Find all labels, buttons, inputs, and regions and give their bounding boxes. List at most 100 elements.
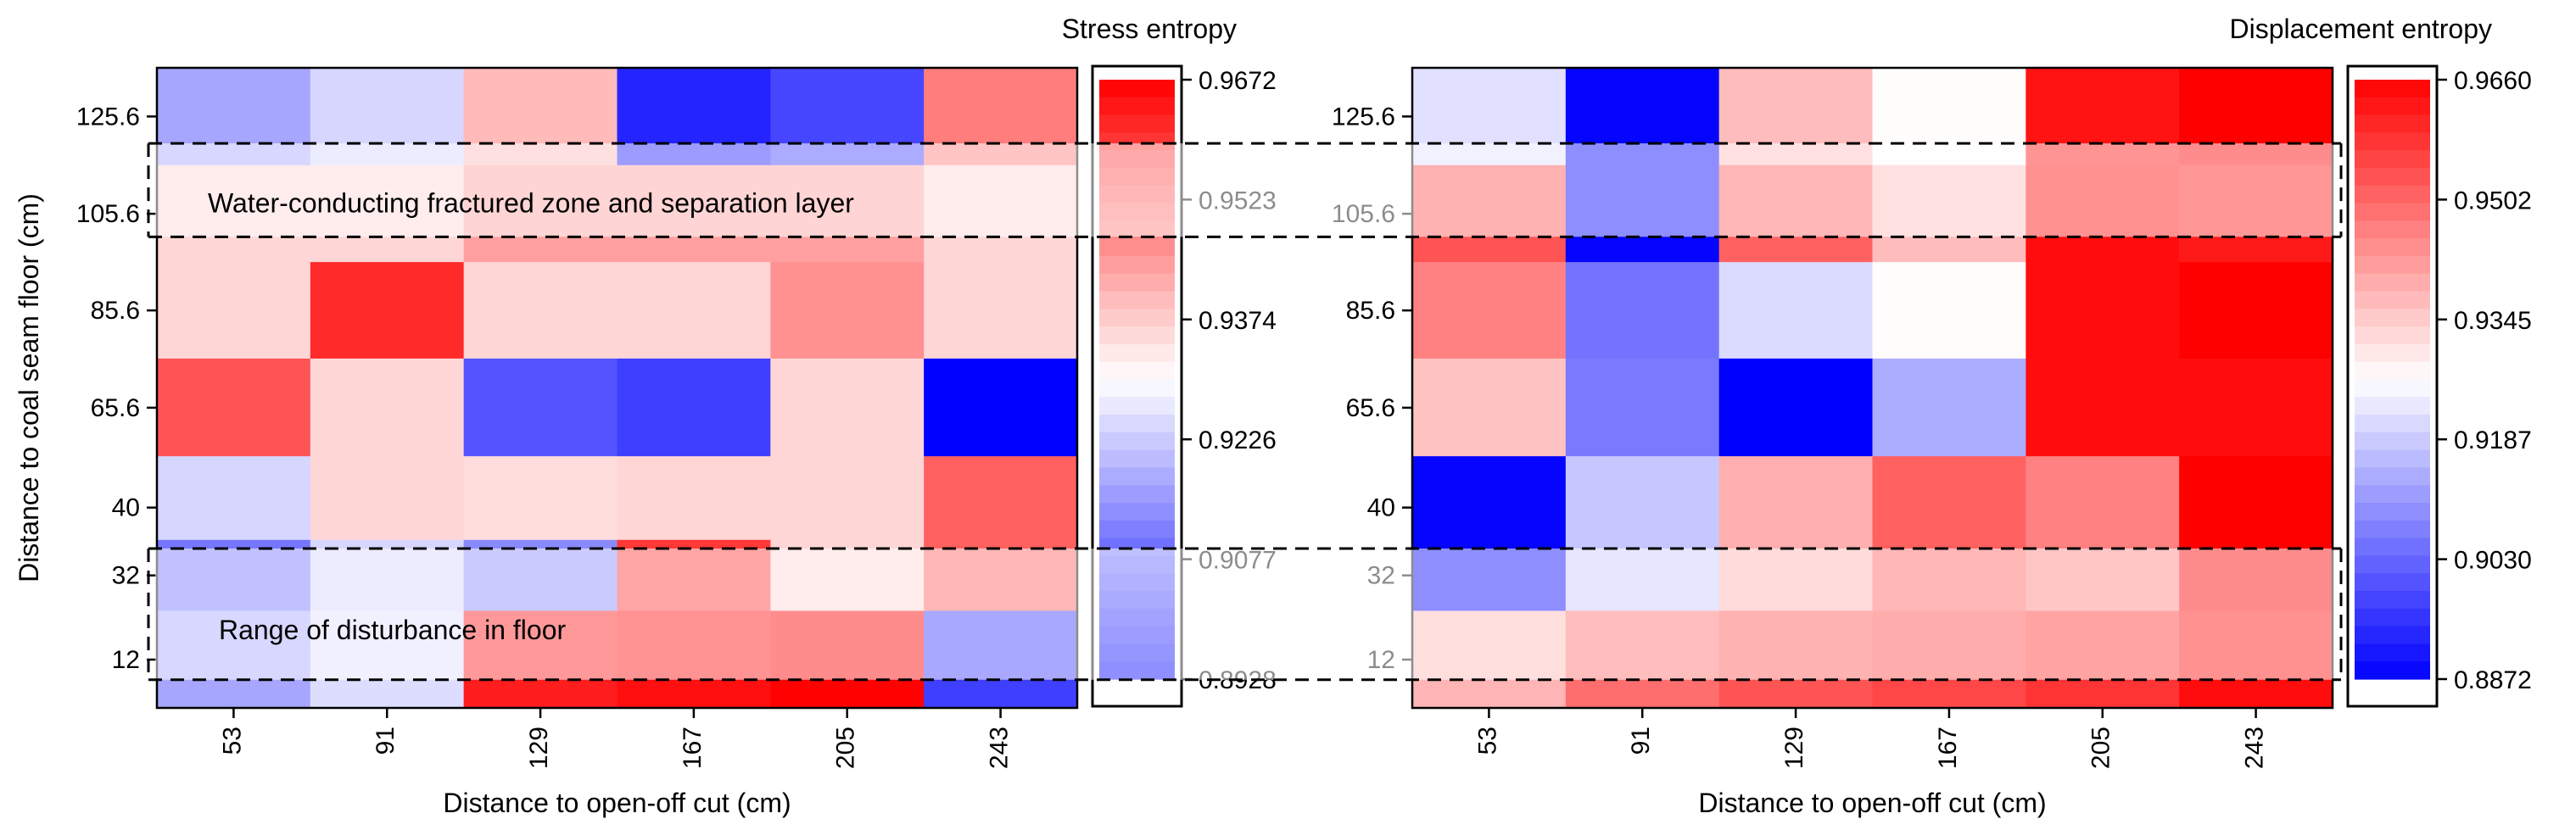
heatmap-cell	[617, 262, 771, 359]
x-tick-label: 243	[986, 727, 1014, 769]
plot-frame	[155, 66, 1079, 710]
colorbar-step	[2355, 114, 2430, 133]
colorbar-tick-label: 0.9187	[2454, 426, 2532, 454]
y-tick-label: 65.6	[1346, 394, 1395, 422]
colorbar-step	[1099, 415, 1175, 433]
colorbar-tick-label: 0.9345	[2454, 307, 2532, 335]
colorbar-step	[2355, 150, 2430, 169]
y-tick-label: 125.6	[1332, 103, 1395, 131]
colorbar-step	[2355, 167, 2430, 187]
y-tick-label: 12	[112, 646, 140, 674]
heatmap-cell	[310, 358, 465, 457]
colorbar-step	[2355, 520, 2430, 539]
colorbar-frame	[2346, 64, 2439, 708]
colorbar-step	[1099, 326, 1175, 345]
heatmap-cell	[1412, 262, 1567, 359]
colorbar-step	[1099, 273, 1175, 292]
colorbar-step	[2355, 255, 2430, 275]
x-tick-label: 129	[1780, 727, 1808, 769]
colorbar-step	[1099, 291, 1175, 309]
heatmap-cell	[1872, 358, 2026, 457]
floor-disturbance-range-label: Range of disturbance in floor	[219, 615, 566, 645]
colorbar-step	[2355, 220, 2430, 239]
colorbar-tick-label: 0.9502	[2454, 187, 2532, 214]
colorbar-step	[1099, 343, 1175, 363]
colorbar-step	[1099, 397, 1175, 415]
colorbar-step	[1099, 97, 1175, 116]
heatmap-cell	[1412, 358, 1567, 457]
colorbar-step	[2355, 503, 2430, 521]
colorbar-title: Stress entropy	[1062, 14, 1237, 44]
colorbar-step	[2355, 555, 2430, 574]
heatmap-cell	[2179, 456, 2333, 541]
heatmap-cell	[2026, 358, 2180, 457]
colorbar-step	[2355, 309, 2430, 327]
colorbar-step	[2355, 415, 2430, 433]
colorbar-step	[1099, 449, 1175, 469]
y-tick-label: 40	[112, 494, 140, 522]
colorbar-step	[2355, 343, 2430, 363]
x-tick-label: 53	[1473, 727, 1501, 755]
colorbar-step	[2355, 97, 2430, 116]
floor-disturbance-range-band	[155, 549, 2339, 680]
colorbar-title: Displacement entropy	[2230, 14, 2492, 44]
colorbar-step	[2355, 397, 2430, 415]
heatmap-cell	[463, 262, 617, 359]
displacement-entropy-chart: 5391129167205243125.6105.685.665.6403212…	[1332, 14, 2532, 818]
colorbar-tick-label: 0.9030	[2454, 547, 2532, 575]
heatmap-cell	[2179, 358, 2333, 457]
water-conducting-zone-label: Water-conducting fractured zone and sepa…	[208, 188, 854, 219]
heatmap-cell	[463, 456, 617, 541]
colorbar-step	[2355, 361, 2430, 381]
y-tick-label: 85.6	[1346, 297, 1395, 325]
heatmap-cell	[924, 358, 1078, 457]
colorbar-step	[2355, 538, 2430, 557]
heatmap-cell	[617, 358, 771, 457]
heatmap-cell	[2026, 456, 2180, 541]
heatmap-cell	[1412, 456, 1567, 541]
x-tick-label: 167	[1934, 727, 1962, 769]
colorbar: 0.9660 0.9502 0.9345 0.9187 0.9030 0.8872	[2346, 64, 2532, 708]
colorbar-frame	[1091, 64, 1183, 708]
colorbar-step	[1099, 309, 1175, 327]
colorbar-tick-label: 0.9226	[1199, 426, 1277, 454]
stress-entropy-chart: 53 91 129 167 205 243 125.6 105.6 85.6 65.6 40 32 12…	[14, 14, 1277, 818]
y-tick-label: 65.6	[91, 394, 140, 422]
colorbar-step	[2355, 132, 2430, 151]
heatmap-cell	[2179, 262, 2333, 359]
colorbar-step	[2355, 661, 2430, 680]
heatmap-cell	[157, 358, 311, 457]
heatmap-cell	[770, 262, 925, 359]
heatmap-cell	[310, 262, 465, 359]
y-tick-label: 125.6	[76, 103, 140, 131]
colorbar-step	[2355, 379, 2430, 398]
colorbar-step	[1099, 80, 1175, 98]
x-axis-title: Distance to open-off cut (cm)	[443, 788, 791, 818]
colorbar-step	[2355, 467, 2430, 486]
heatmap-cell	[617, 456, 771, 541]
y-axis-title: Distance to coal seam floor (cm)	[14, 193, 44, 582]
colorbar-step	[2355, 185, 2430, 204]
heatmap-cell	[924, 456, 1078, 541]
colorbar-tick-label: 0.9672	[1199, 67, 1277, 95]
x-tick-label: 129	[525, 727, 553, 769]
heatmap-cell	[157, 262, 311, 359]
colorbar-step	[2355, 80, 2430, 98]
x-tick-label: 167	[679, 727, 707, 769]
colorbar-step	[2355, 643, 2430, 662]
heatmap-cell	[1718, 262, 1873, 359]
x-tick-label: 205	[832, 727, 860, 769]
x-axis-title: Distance to open-off cut (cm)	[1698, 788, 2046, 818]
colorbar-step	[2355, 326, 2430, 345]
colorbar-step	[1099, 503, 1175, 521]
colorbar-step	[2355, 449, 2430, 469]
colorbar-step	[1099, 361, 1175, 381]
colorbar-step	[2355, 591, 2430, 610]
plot-frame	[1411, 66, 2334, 710]
heatmap-cell	[463, 358, 617, 457]
colorbar-step	[2355, 203, 2430, 221]
colorbar-step	[1099, 520, 1175, 539]
colorbar-step	[2355, 273, 2430, 292]
colorbar-tick-label: 0.9374	[1199, 307, 1277, 335]
colorbar-step	[2355, 573, 2430, 592]
